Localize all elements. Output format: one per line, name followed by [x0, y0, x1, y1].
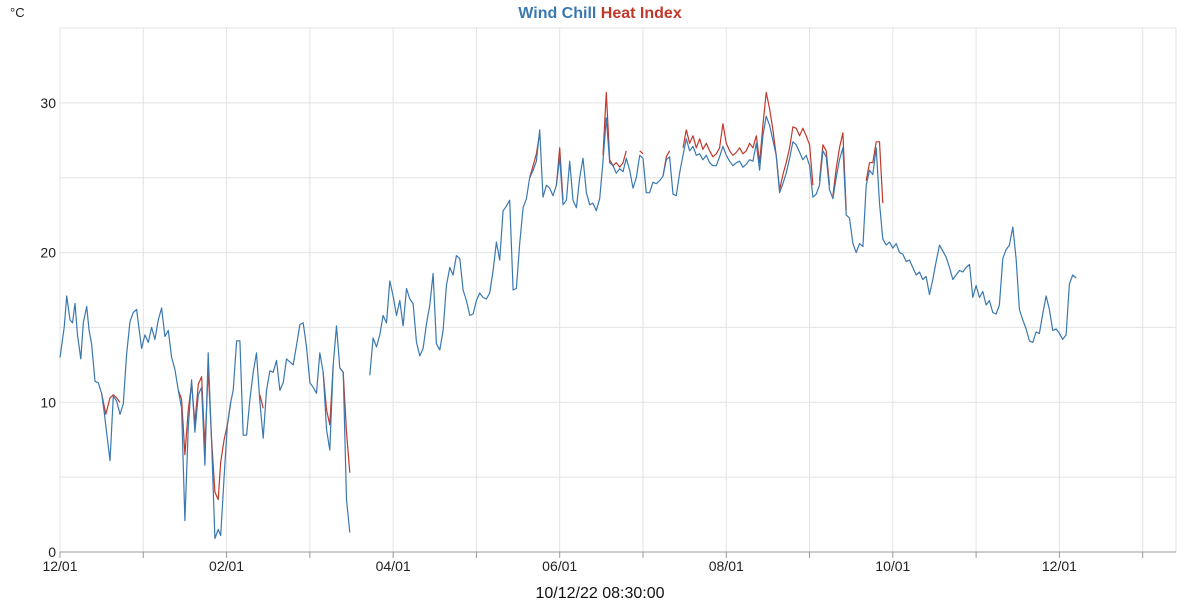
x-axis-title: 10/12/22 08:30:00	[535, 585, 664, 600]
y-tick-label-3: 30	[40, 95, 56, 111]
series-line-heat-index-10	[682, 91, 814, 191]
label-layer: 0 10 20 30 12/01 02/01 04/01 06/01 08/01 10/01 12/…	[40, 95, 1077, 574]
series-line-heat-index-7	[602, 91, 627, 168]
grid-layer	[59, 27, 1177, 553]
series-line-heat-index-0	[101, 393, 121, 415]
x-tick-label-4: 08/01	[709, 558, 744, 574]
series-line-wind-chill-0	[59, 295, 351, 540]
chart-title: Wind Chill Heat Index	[518, 5, 682, 22]
x-tick-label-1: 02/01	[209, 558, 244, 574]
x-tick-label-5: 10/01	[875, 558, 910, 574]
plot-frame	[59, 27, 1177, 553]
y-tick-label-0: 0	[48, 544, 56, 560]
series-line-wind-chill-1	[369, 115, 1077, 376]
x-tick-label-0: 12/01	[42, 558, 77, 574]
x-tick-label-6: 12/01	[1042, 558, 1077, 574]
series-heat-index	[101, 91, 884, 501]
series-line-heat-index-8	[639, 150, 644, 155]
series-wind-chill	[59, 115, 1077, 540]
series-line-heat-index-13	[865, 141, 884, 204]
y-tick-label-2: 20	[40, 245, 56, 261]
y-tick-label-1: 10	[40, 394, 56, 410]
series-layer	[59, 91, 1077, 540]
x-tick-label-2: 04/01	[376, 558, 411, 574]
series-line-heat-index-2	[259, 394, 264, 409]
x-tick-label-3: 06/01	[542, 558, 577, 574]
y-axis-unit: °C	[10, 5, 25, 20]
title-heat-index: Heat Index	[601, 5, 682, 22]
title-wind-chill: Wind Chill	[518, 5, 596, 22]
axis-layer	[59, 551, 1176, 558]
